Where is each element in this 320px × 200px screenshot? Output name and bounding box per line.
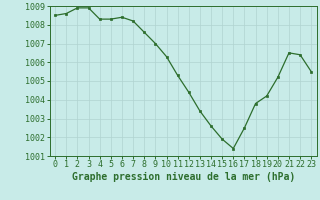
X-axis label: Graphe pression niveau de la mer (hPa): Graphe pression niveau de la mer (hPa) xyxy=(72,172,295,182)
